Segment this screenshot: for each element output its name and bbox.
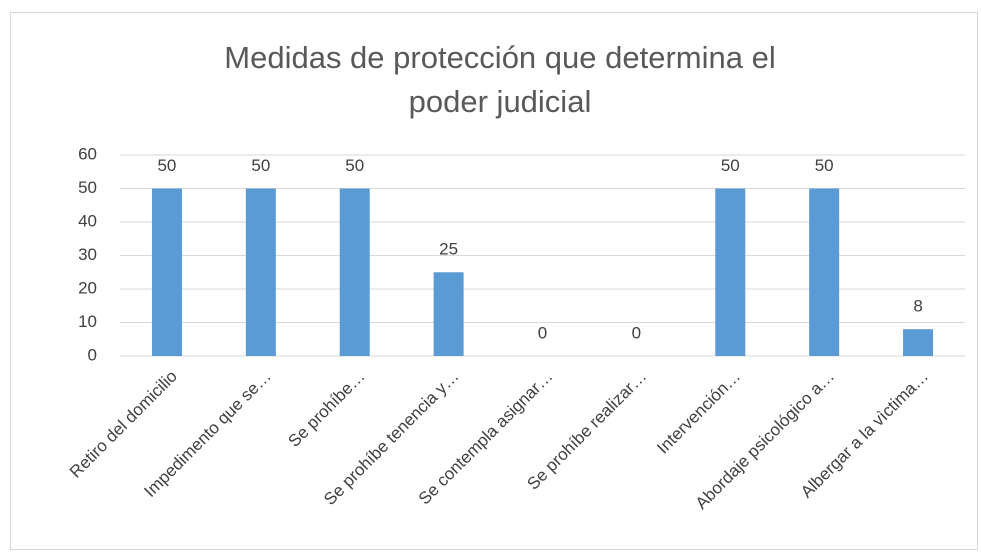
data-label: 50 [721, 156, 740, 175]
bar [433, 272, 464, 356]
data-label: 25 [439, 240, 458, 259]
chart-title: Medidas de protección que determina el p… [224, 40, 776, 119]
data-label: 50 [251, 156, 270, 175]
data-label: 50 [815, 156, 834, 175]
data-label: 0 [632, 323, 641, 342]
y-tick-label: 20 [78, 278, 97, 297]
y-tick-label: 60 [78, 144, 97, 163]
bar [245, 188, 276, 356]
bar [339, 188, 370, 356]
data-label: 50 [157, 156, 176, 175]
y-tick-label: 10 [78, 312, 97, 331]
bar [809, 188, 840, 356]
y-tick-label: 0 [88, 345, 97, 364]
bar [715, 188, 746, 356]
bar [903, 329, 934, 356]
data-label: 8 [913, 297, 922, 316]
data-label: 50 [345, 156, 364, 175]
data-label: 0 [538, 323, 547, 342]
y-tick-label: 50 [78, 178, 97, 197]
y-tick-label: 30 [78, 245, 97, 264]
y-tick-label: 40 [78, 211, 97, 230]
bar [151, 188, 182, 356]
